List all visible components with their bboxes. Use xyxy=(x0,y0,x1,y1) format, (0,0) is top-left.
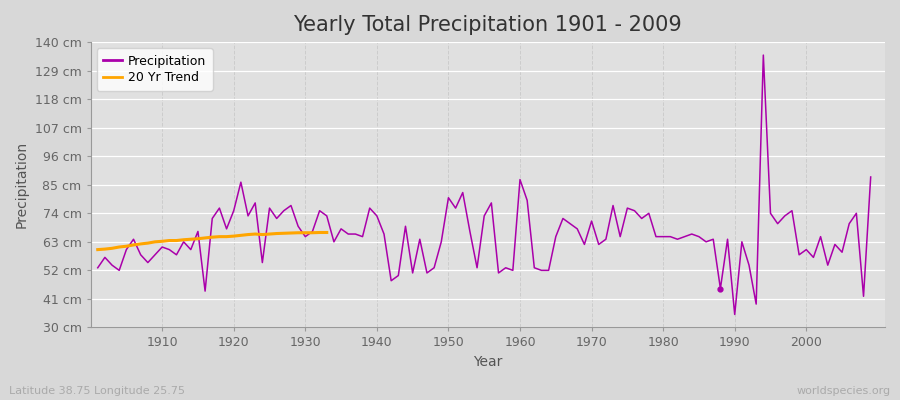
Line: 20 Yr Trend: 20 Yr Trend xyxy=(98,232,327,250)
20 Yr Trend xyxy=(178,237,189,242)
20 Yr Trend xyxy=(121,244,131,249)
Title: Yearly Total Precipitation 1901 - 2009: Yearly Total Precipitation 1901 - 2009 xyxy=(293,15,682,35)
20 Yr Trend xyxy=(300,230,310,235)
20 Yr Trend xyxy=(93,247,104,252)
20 Yr Trend xyxy=(314,230,325,235)
X-axis label: Year: Year xyxy=(473,355,502,369)
Text: worldspecies.org: worldspecies.org xyxy=(796,386,891,396)
20 Yr Trend xyxy=(171,238,182,243)
Precipitation xyxy=(758,53,769,58)
20 Yr Trend xyxy=(307,230,318,235)
20 Yr Trend xyxy=(107,246,118,251)
20 Yr Trend xyxy=(321,230,332,235)
Precipitation xyxy=(729,312,740,317)
20 Yr Trend xyxy=(164,238,175,243)
20 Yr Trend xyxy=(292,230,303,235)
20 Yr Trend xyxy=(135,242,146,246)
20 Yr Trend xyxy=(214,234,225,239)
Precipitation xyxy=(508,268,518,273)
Precipitation xyxy=(515,177,526,182)
Precipitation xyxy=(149,252,160,257)
20 Yr Trend xyxy=(236,233,247,238)
20 Yr Trend xyxy=(285,231,296,236)
20 Yr Trend xyxy=(193,236,203,241)
20 Yr Trend xyxy=(278,231,289,236)
20 Yr Trend xyxy=(207,235,218,240)
20 Yr Trend xyxy=(243,232,254,237)
Precipitation xyxy=(350,232,361,236)
20 Yr Trend xyxy=(221,234,232,239)
20 Yr Trend xyxy=(149,240,160,244)
Text: Latitude 38.75 Longitude 25.75: Latitude 38.75 Longitude 25.75 xyxy=(9,386,185,396)
20 Yr Trend xyxy=(256,232,267,237)
Line: Precipitation: Precipitation xyxy=(98,55,870,314)
Legend: Precipitation, 20 Yr Trend: Precipitation, 20 Yr Trend xyxy=(97,48,212,91)
20 Yr Trend xyxy=(200,236,211,240)
Y-axis label: Precipitation: Precipitation xyxy=(15,141,29,228)
20 Yr Trend xyxy=(250,232,261,236)
Precipitation xyxy=(93,265,104,270)
20 Yr Trend xyxy=(142,241,153,246)
20 Yr Trend xyxy=(271,231,282,236)
20 Yr Trend xyxy=(229,234,239,238)
Precipitation xyxy=(865,174,876,179)
20 Yr Trend xyxy=(264,232,274,236)
20 Yr Trend xyxy=(128,242,139,247)
Precipitation xyxy=(307,229,318,234)
20 Yr Trend xyxy=(157,239,167,244)
20 Yr Trend xyxy=(113,245,124,250)
Precipitation xyxy=(600,237,611,242)
20 Yr Trend xyxy=(185,237,196,242)
20 Yr Trend xyxy=(100,247,111,252)
